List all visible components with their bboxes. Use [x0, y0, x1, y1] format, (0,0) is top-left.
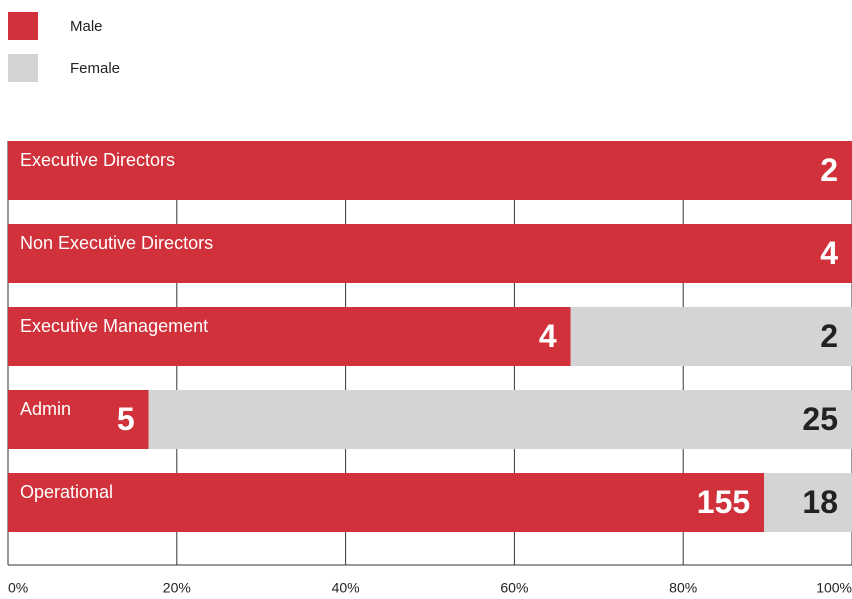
bar-segment [8, 473, 765, 532]
x-tick-label: 100% [816, 580, 852, 596]
bar-segment [148, 390, 852, 449]
x-tick-label: 60% [500, 580, 528, 596]
value-label: 2 [820, 318, 838, 354]
bar-segment [570, 307, 852, 366]
value-label: 5 [117, 401, 135, 437]
legend-label: Female [70, 60, 120, 77]
legend-swatch [8, 12, 38, 40]
category-label: Operational [20, 482, 113, 502]
legend-swatch [8, 54, 38, 82]
category-label: Non Executive Directors [20, 233, 213, 253]
x-tick-label: 20% [163, 580, 191, 596]
bar-segment [8, 307, 571, 366]
value-label: 4 [539, 318, 557, 354]
bar-segment [764, 473, 852, 532]
x-tick-label: 0% [8, 580, 28, 596]
value-label: 18 [802, 484, 838, 520]
value-label: 2 [820, 152, 838, 188]
category-label: Admin [20, 399, 71, 419]
category-label: Executive Management [20, 316, 208, 336]
legend-label: Male [70, 18, 103, 35]
bar-segment [8, 224, 852, 283]
category-label: Executive Directors [20, 150, 175, 170]
bar-segment [8, 141, 852, 200]
value-label: 25 [802, 401, 838, 437]
value-label: 155 [697, 484, 750, 520]
x-tick-label: 80% [669, 580, 697, 596]
x-tick-label: 40% [332, 580, 360, 596]
value-label: 4 [820, 235, 838, 271]
bar-segment [8, 390, 149, 449]
